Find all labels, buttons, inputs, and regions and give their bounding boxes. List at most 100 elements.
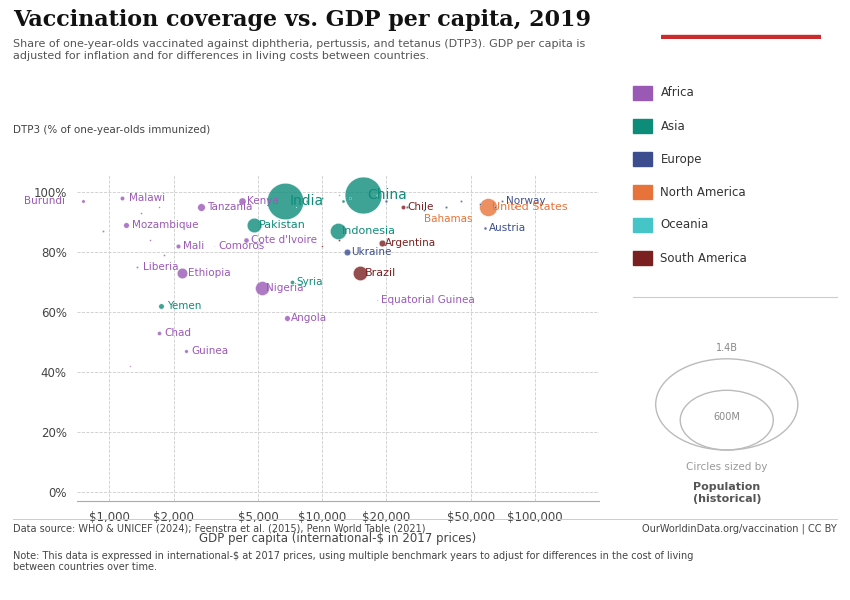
Text: Angola: Angola xyxy=(292,313,327,323)
Point xyxy=(380,196,394,206)
Point xyxy=(478,223,491,233)
Point xyxy=(123,361,137,371)
Text: Tanzania: Tanzania xyxy=(207,202,252,212)
Text: Mozambique: Mozambique xyxy=(132,220,198,230)
Text: North America: North America xyxy=(660,185,746,199)
Point xyxy=(176,268,190,278)
Point xyxy=(96,226,110,236)
Text: Brazil: Brazil xyxy=(366,268,396,278)
Text: Indonesia: Indonesia xyxy=(343,226,396,236)
Text: Chad: Chad xyxy=(165,328,192,338)
Point xyxy=(130,262,144,272)
Point xyxy=(332,190,346,200)
Text: Data source: WHO & UNICEF (2024); Feenstra et al. (2015), Penn World Table (2021: Data source: WHO & UNICEF (2024); Feenst… xyxy=(13,523,425,533)
Point xyxy=(207,241,221,251)
Point xyxy=(133,208,147,218)
Text: India: India xyxy=(290,194,324,208)
Point xyxy=(143,235,156,245)
Point xyxy=(157,250,171,260)
Bar xyxy=(661,35,821,39)
Point xyxy=(301,196,314,206)
Point xyxy=(370,295,383,305)
Text: Equatorial Guinea: Equatorial Guinea xyxy=(381,295,475,305)
Point xyxy=(473,199,487,209)
Text: Norway: Norway xyxy=(506,196,546,206)
Point xyxy=(151,202,165,212)
Point xyxy=(255,283,269,293)
Point xyxy=(370,190,383,200)
Point xyxy=(279,196,292,206)
Point xyxy=(489,202,502,212)
Point xyxy=(171,241,184,251)
Point xyxy=(417,205,431,215)
Point xyxy=(414,214,428,224)
Point xyxy=(455,196,468,206)
Text: Circles sized by: Circles sized by xyxy=(686,462,768,472)
Text: South America: South America xyxy=(660,251,747,265)
Text: Kenya: Kenya xyxy=(246,196,279,206)
Point xyxy=(332,235,346,245)
Point xyxy=(496,196,509,206)
Point xyxy=(340,247,354,257)
Point xyxy=(343,193,357,203)
Point xyxy=(182,220,196,230)
Point xyxy=(179,346,193,356)
Point xyxy=(353,268,366,278)
Point xyxy=(400,202,414,212)
Point xyxy=(235,196,249,206)
Point xyxy=(289,202,303,212)
Point xyxy=(280,313,293,323)
Text: Europe: Europe xyxy=(660,152,702,166)
Point xyxy=(155,301,168,311)
Point xyxy=(315,241,329,251)
Text: Comoros: Comoros xyxy=(218,241,265,251)
Point xyxy=(507,202,521,212)
Text: OurWorldinData.org/vaccination | CC BY: OurWorldinData.org/vaccination | CC BY xyxy=(643,523,837,534)
Point xyxy=(315,193,329,203)
Text: Argentina: Argentina xyxy=(385,238,436,248)
Text: Oceania: Oceania xyxy=(660,218,709,232)
Text: Population
(historical): Population (historical) xyxy=(693,482,761,504)
Text: DTP3 (% of one-year-olds immunized): DTP3 (% of one-year-olds immunized) xyxy=(13,125,210,135)
Text: in Data: in Data xyxy=(719,24,763,34)
Point xyxy=(240,235,253,245)
Text: Vaccination coverage vs. GDP per capita, 2019: Vaccination coverage vs. GDP per capita,… xyxy=(13,9,591,31)
Point xyxy=(195,202,208,212)
Point xyxy=(285,277,298,287)
Point xyxy=(481,202,495,212)
Text: Syria: Syria xyxy=(297,277,323,287)
Text: Note: This data is expressed in international-$ at 2017 prices, using multiple b: Note: This data is expressed in internat… xyxy=(13,551,693,572)
Text: Guinea: Guinea xyxy=(192,346,229,356)
Point xyxy=(331,226,344,236)
Point xyxy=(247,220,261,230)
Point xyxy=(396,202,410,212)
Text: Chile: Chile xyxy=(407,202,434,212)
Text: Nigeria: Nigeria xyxy=(266,283,304,293)
Point xyxy=(315,196,329,206)
Text: Burundi: Burundi xyxy=(24,196,65,206)
Text: 600M: 600M xyxy=(713,412,740,422)
Point xyxy=(120,220,133,230)
Text: Yemen: Yemen xyxy=(167,301,201,311)
Text: Cote d'Ivoire: Cote d'Ivoire xyxy=(251,235,317,245)
Text: Share of one-year-olds vaccinated against diphtheria, pertussis, and tetanus (DT: Share of one-year-olds vaccinated agains… xyxy=(13,39,585,61)
Point xyxy=(116,193,129,203)
Text: Austria: Austria xyxy=(489,223,525,233)
Text: Asia: Asia xyxy=(660,119,685,133)
Text: Africa: Africa xyxy=(660,86,694,100)
Point xyxy=(336,196,349,206)
Point xyxy=(375,238,388,248)
Text: Malawi: Malawi xyxy=(128,193,165,203)
X-axis label: GDP per capita (international-$ in 2017 prices): GDP per capita (international-$ in 2017 … xyxy=(199,532,477,545)
Text: Our World: Our World xyxy=(710,13,773,22)
Text: Bahamas: Bahamas xyxy=(424,214,473,224)
Text: Ukraine: Ukraine xyxy=(351,247,392,257)
Text: Ethiopia: Ethiopia xyxy=(188,268,230,278)
Point xyxy=(151,328,165,338)
Text: China: China xyxy=(367,188,407,202)
Point xyxy=(76,196,90,206)
Text: United States: United States xyxy=(491,202,567,212)
Text: Liberia: Liberia xyxy=(144,262,179,272)
Point xyxy=(439,202,452,212)
Text: 1.4B: 1.4B xyxy=(716,343,738,353)
